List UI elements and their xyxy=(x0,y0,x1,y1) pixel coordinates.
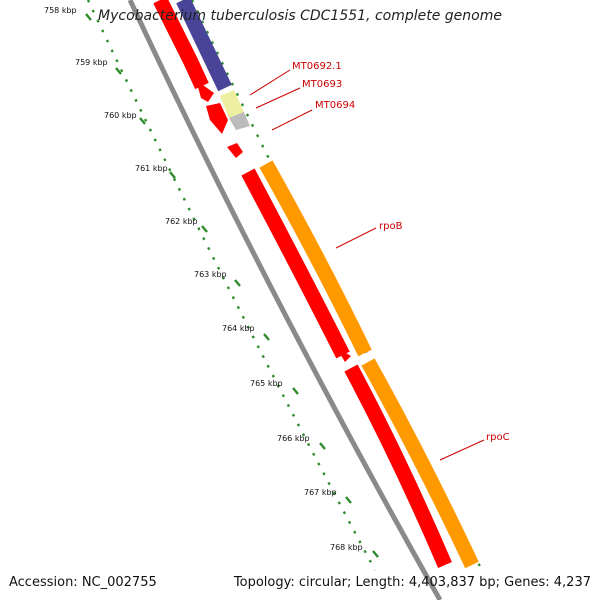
gene-label-MT0694[interactable]: MT0694 xyxy=(315,100,355,111)
kbp-labels: 758 kbp 759 kbp 760 kbp 761 kbp 762 kbp … xyxy=(44,6,363,552)
kbp-label: 767 kbp xyxy=(304,488,337,497)
cds-red-small-1 xyxy=(206,103,228,134)
kbp-label: 765 kbp xyxy=(250,379,283,388)
cds-red-upper-arrow xyxy=(196,80,214,102)
cds-yellow xyxy=(220,90,244,118)
genome-backbone xyxy=(127,0,443,600)
inner-tick-ring xyxy=(86,0,377,571)
genome-summary-text: Topology: circular; Length: 4,403,837 bp… xyxy=(233,575,591,590)
cds-orange-rpoB xyxy=(259,160,372,357)
kbp-label: 758 kbp xyxy=(44,6,77,15)
cds-red-small-2 xyxy=(227,143,243,158)
kbp-label: 762 kbp xyxy=(165,217,198,226)
kbp-label: 766 kbp xyxy=(277,434,310,443)
inner-tick-major xyxy=(85,13,379,558)
accession-text: Accession: NC_002755 xyxy=(9,575,157,590)
gene-label-rpoB[interactable]: rpoB xyxy=(379,221,403,232)
kbp-label: 763 kbp xyxy=(194,270,227,279)
label-leaders xyxy=(249,69,485,461)
gene-label-rpoC[interactable]: rpoC xyxy=(486,432,510,443)
gene-label-MT0692.1[interactable]: MT0692.1 xyxy=(292,61,342,72)
cds-red-upper xyxy=(153,0,209,90)
kbp-label: 761 kbp xyxy=(135,164,168,173)
gene-labels: MT0692.1 MT0693 MT0694 rpoB rpoC xyxy=(292,61,510,443)
cds-blue xyxy=(176,0,232,92)
kbp-label: 759 kbp xyxy=(75,58,108,67)
cds-red-rpoC xyxy=(344,364,452,568)
cds-orange-rpoC xyxy=(361,358,479,569)
kbp-label: 768 kbp xyxy=(330,543,363,552)
cds-gray xyxy=(229,112,250,130)
cds-red-rpoB xyxy=(241,168,350,359)
cds-red-rpoB-arrow xyxy=(336,347,351,362)
map-title: Mycobacterium tuberculosis CDC1551, comp… xyxy=(98,8,502,24)
kbp-label: 760 kbp xyxy=(104,111,137,120)
kbp-label: 764 kbp xyxy=(222,324,255,333)
gene-label-MT0693[interactable]: MT0693 xyxy=(302,79,342,90)
